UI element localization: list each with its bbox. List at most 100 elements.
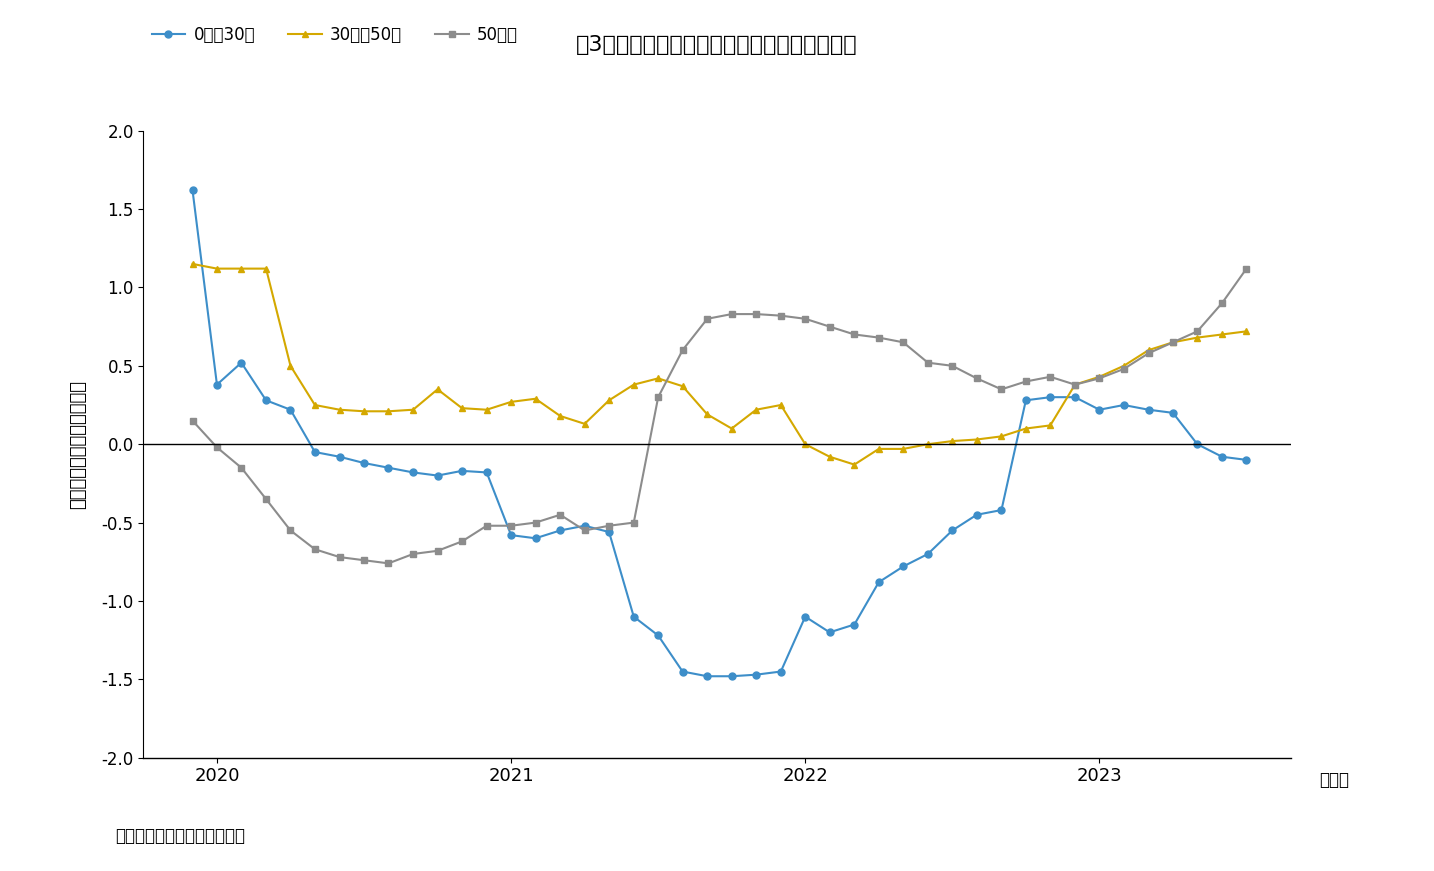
30㎡～50㎡ <box>1189 333 1206 343</box>
30㎡～50㎡ <box>232 263 250 273</box>
0㎡～30㎡ <box>1213 451 1230 462</box>
50㎡～ <box>1238 263 1255 273</box>
30㎡～50㎡ <box>822 451 839 462</box>
30㎡～50㎡ <box>1164 337 1182 348</box>
50㎡～ <box>723 309 740 320</box>
30㎡～50㎡ <box>1041 420 1058 430</box>
30㎡～50㎡ <box>478 404 495 415</box>
Line: 0㎡～30㎡: 0㎡～30㎡ <box>189 186 1250 679</box>
0㎡～30㎡ <box>258 395 275 406</box>
50㎡～ <box>625 517 642 528</box>
30㎡～50㎡ <box>453 403 470 414</box>
50㎡～ <box>282 525 300 536</box>
0㎡～30㎡ <box>1041 392 1058 402</box>
0㎡～30㎡ <box>650 631 667 641</box>
0㎡～30㎡ <box>552 525 569 536</box>
30㎡～50㎡ <box>895 443 912 454</box>
30㎡～50㎡ <box>1067 380 1084 390</box>
0㎡～30㎡ <box>1140 404 1157 415</box>
50㎡～ <box>258 494 275 504</box>
0㎡～30㎡ <box>576 521 594 531</box>
0㎡～30㎡ <box>797 611 815 622</box>
0㎡～30㎡ <box>380 463 397 473</box>
50㎡～ <box>208 442 225 453</box>
30㎡～50㎡ <box>797 439 815 449</box>
50㎡～ <box>1041 372 1058 382</box>
0㎡～30㎡ <box>331 451 348 462</box>
0㎡～30㎡ <box>723 671 740 681</box>
0㎡～30㎡ <box>1017 395 1034 406</box>
50㎡～ <box>232 463 250 473</box>
50㎡～ <box>380 558 397 569</box>
50㎡～ <box>184 415 201 426</box>
0㎡～30㎡ <box>453 466 470 476</box>
0㎡～30㎡ <box>1189 439 1206 449</box>
0㎡～30㎡ <box>870 577 888 587</box>
50㎡～ <box>1189 326 1206 336</box>
50㎡～ <box>502 521 519 531</box>
0㎡～30㎡ <box>944 525 961 536</box>
50㎡～ <box>331 552 348 563</box>
50㎡～ <box>747 309 764 320</box>
50㎡～ <box>1164 337 1182 348</box>
0㎡～30㎡ <box>698 671 716 681</box>
0㎡～30㎡ <box>404 467 422 477</box>
30㎡～50㎡ <box>576 419 594 429</box>
0㎡～30㎡ <box>601 527 618 537</box>
50㎡～ <box>919 357 936 368</box>
Legend: 0㎡～30㎡, 30㎡～50㎡, 50㎡～: 0㎡～30㎡, 30㎡～50㎡, 50㎡～ <box>152 26 518 44</box>
30㎡～50㎡ <box>650 373 667 383</box>
0㎡～30㎡ <box>773 666 790 677</box>
50㎡～ <box>674 345 691 355</box>
30㎡～50㎡ <box>1238 326 1255 336</box>
50㎡～ <box>1017 376 1034 387</box>
30㎡～50㎡ <box>184 259 201 269</box>
50㎡～ <box>773 310 790 321</box>
0㎡～30㎡ <box>282 404 300 415</box>
30㎡～50㎡ <box>429 384 446 395</box>
0㎡～30㎡ <box>747 670 764 680</box>
50㎡～ <box>797 314 815 324</box>
30㎡～50㎡ <box>404 404 422 415</box>
50㎡～ <box>895 337 912 348</box>
50㎡～ <box>307 544 324 555</box>
0㎡～30㎡ <box>968 510 985 520</box>
30㎡～50㎡ <box>208 263 225 273</box>
50㎡～ <box>453 537 470 547</box>
30㎡～50㎡ <box>870 443 888 454</box>
0㎡～30㎡ <box>184 185 201 195</box>
0㎡～30㎡ <box>232 357 250 368</box>
30㎡～50㎡ <box>331 404 348 415</box>
30㎡～50㎡ <box>307 400 324 410</box>
30㎡～50㎡ <box>356 406 373 416</box>
30㎡～50㎡ <box>773 400 790 410</box>
30㎡～50㎡ <box>502 396 519 407</box>
30㎡～50㎡ <box>1017 423 1034 434</box>
30㎡～50㎡ <box>526 394 543 404</box>
30㎡～50㎡ <box>992 431 1010 442</box>
30㎡～50㎡ <box>1116 361 1133 371</box>
50㎡～ <box>944 361 961 371</box>
50㎡～ <box>1213 298 1230 308</box>
0㎡～30㎡ <box>356 458 373 469</box>
30㎡～50㎡ <box>1091 372 1108 382</box>
0㎡～30㎡ <box>1238 455 1255 465</box>
30㎡～50㎡ <box>944 436 961 446</box>
50㎡～ <box>992 384 1010 395</box>
50㎡～ <box>1116 364 1133 375</box>
50㎡～ <box>478 521 495 531</box>
50㎡～ <box>1067 380 1084 390</box>
0㎡～30㎡ <box>895 561 912 571</box>
50㎡～ <box>1140 348 1157 359</box>
50㎡～ <box>968 373 985 383</box>
Line: 30㎡～50㎡: 30㎡～50㎡ <box>189 260 1250 468</box>
50㎡～ <box>698 314 716 324</box>
30㎡～50㎡ <box>625 380 642 390</box>
0㎡～30㎡ <box>992 505 1010 516</box>
30㎡～50㎡ <box>552 411 569 422</box>
50㎡～ <box>429 545 446 556</box>
50㎡～ <box>601 521 618 531</box>
0㎡～30㎡ <box>1067 392 1084 402</box>
Text: 出所：　日本情報クリエイト: 出所： 日本情報クリエイト <box>115 827 245 845</box>
0㎡～30㎡ <box>478 467 495 477</box>
